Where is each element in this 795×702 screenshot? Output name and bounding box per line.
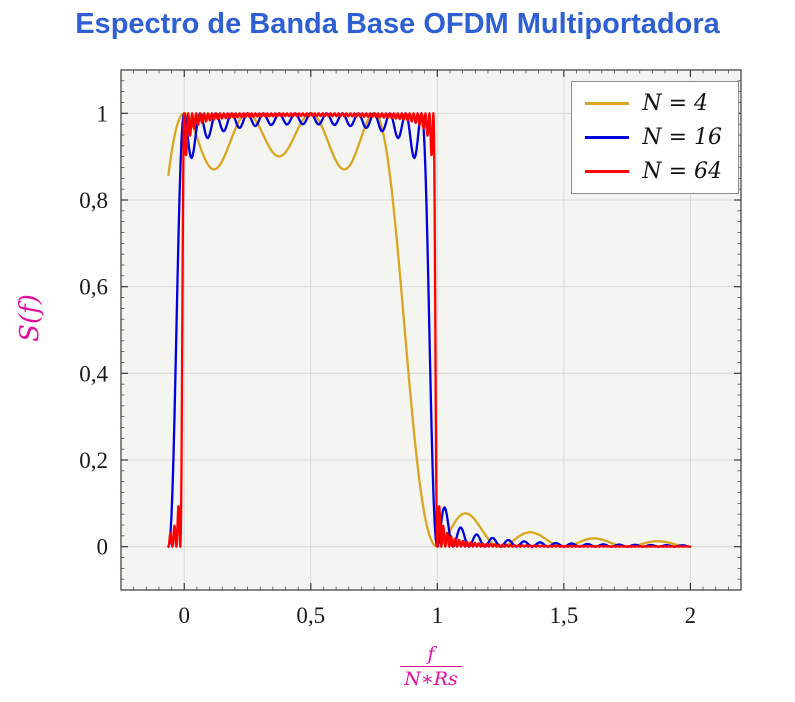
y-axis-label: S(f) xyxy=(15,294,45,342)
x-tick-label: 1 xyxy=(432,603,444,628)
series-curves xyxy=(167,112,692,548)
x-label-denominator: N∗Rs xyxy=(400,665,462,692)
y-tick-label: 0,2 xyxy=(79,448,108,473)
y-tick-label: 1 xyxy=(97,101,109,126)
legend-swatch xyxy=(585,102,630,105)
x-tick-label: 2 xyxy=(685,603,697,628)
legend: N = 4 N = 16 N = 64 xyxy=(571,81,739,194)
legend-label: N = 4 xyxy=(642,91,708,116)
chart-title: Espectro de Banda Base OFDM Multiportado… xyxy=(75,8,720,40)
y-tick-label: 0,6 xyxy=(79,275,108,300)
x-tick-label: 0,5 xyxy=(296,603,325,628)
y-tick-label: 0 xyxy=(97,535,109,560)
legend-label: N = 64 xyxy=(642,159,722,184)
x-tick-label: 1,5 xyxy=(549,603,578,628)
y-tick-label: 0,8 xyxy=(79,188,108,213)
series-line-n-n-n-n-64 xyxy=(167,112,692,548)
legend-label: N = 16 xyxy=(642,125,722,150)
legend-item: N = 4 xyxy=(585,91,722,116)
x-label-numerator: f xyxy=(427,643,435,665)
legend-item: N = 64 xyxy=(585,159,722,184)
tick-labels: 0 0,5 1 1,5 2 0 0,2 0,4 0,6 0,8 1 xyxy=(79,101,696,628)
series-line-n-n-n-n-4 xyxy=(167,112,691,548)
y-tick-label: 0,4 xyxy=(79,361,108,386)
legend-item: N = 16 xyxy=(585,125,722,150)
tick-marks xyxy=(120,69,742,591)
x-tick-label: 0 xyxy=(179,603,191,628)
x-label-fraction: f N∗Rs xyxy=(400,643,462,692)
series-line-n-n-n-n-16 xyxy=(167,112,691,548)
legend-swatch xyxy=(585,170,630,173)
legend-swatch xyxy=(585,136,630,139)
x-axis-label: f N∗Rs xyxy=(400,643,462,692)
